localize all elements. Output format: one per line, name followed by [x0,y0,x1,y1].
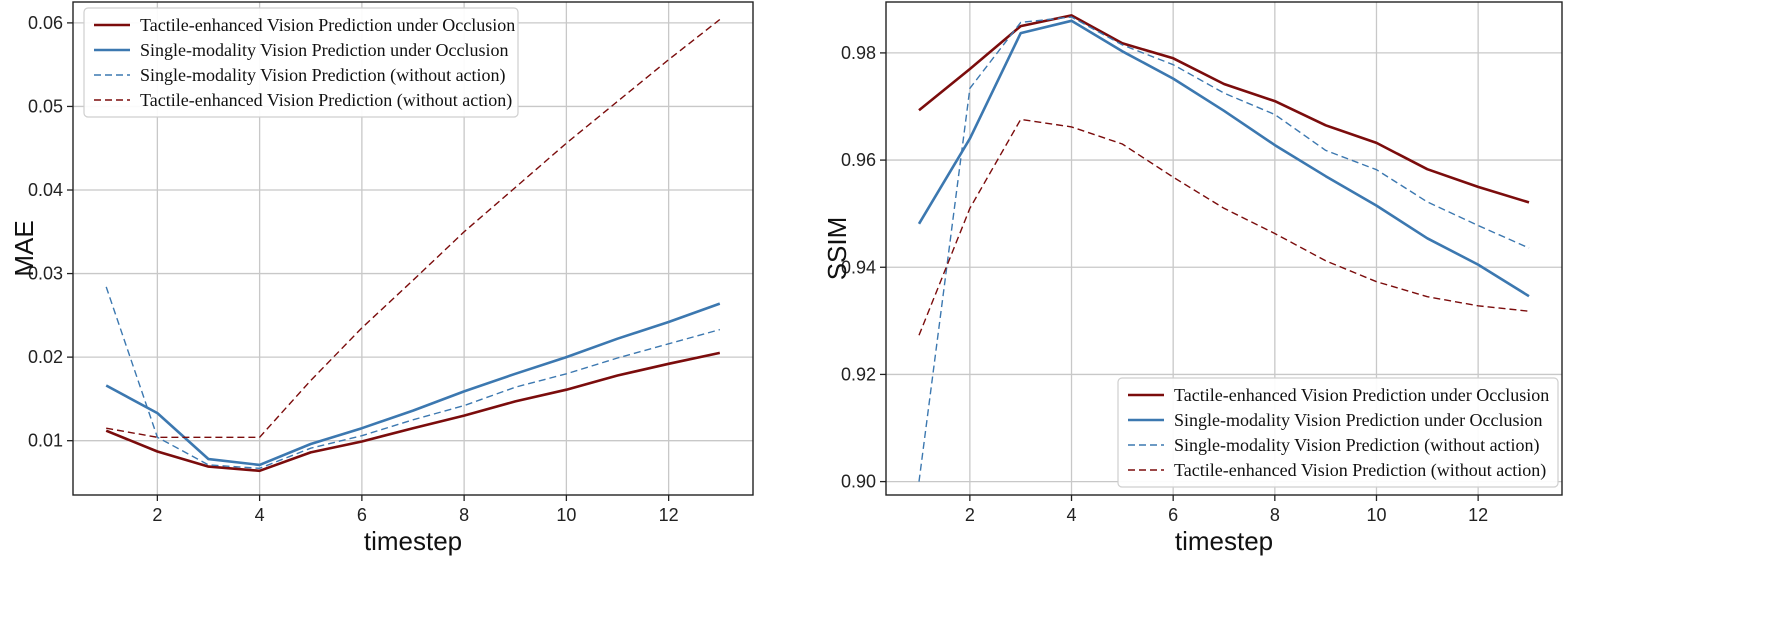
legend-label-4: Tactile-enhanced Vision Prediction (with… [140,90,512,111]
series-line-3 [105,286,720,469]
y-tick-label: 0.06 [28,13,63,33]
x-tick-label: 12 [1468,505,1488,525]
legend-label-3: Single-modality Vision Prediction (witho… [1174,435,1540,456]
y-tick-label: 0.98 [841,43,876,63]
y-axis-title: MAE [9,220,39,276]
y-tick-label: 0.04 [28,180,63,200]
series-group [105,18,721,473]
series-line-3 [918,16,1530,482]
legend-label-3: Single-modality Vision Prediction (witho… [140,65,506,86]
y-tick-label: 0.90 [841,472,876,492]
x-tick-label: 10 [556,505,576,525]
x-tick-label: 10 [1366,505,1386,525]
x-tick-label: 2 [965,505,975,525]
x-axis-title: timestep [1175,526,1273,556]
mae-chart: 2 4 6 8 10 12 0.01 0.02 0.03 0.04 0.05 0.06 timestep… [9,1,754,556]
axes-frame [72,1,754,496]
y-tick-label: 0.03 [28,264,63,284]
series-line-4 [918,118,1530,336]
y-tick-label: 0.02 [28,347,63,367]
x-tick-label: 6 [357,505,367,525]
y-tick-label: 0.05 [28,96,63,116]
x-tick-label: 12 [659,505,679,525]
legend-label-1: Tactile-enhanced Vision Prediction under… [1174,385,1549,405]
y-tick-label: 0.94 [841,257,876,277]
x-tick-label: 6 [1168,505,1178,525]
legend-box [1117,377,1559,488]
legend-label-1: Tactile-enhanced Vision Prediction under… [140,15,515,35]
y-tick-label: 0.01 [28,431,63,451]
x-tick-label: 4 [255,505,265,525]
x-tick-label: 8 [1270,505,1280,525]
legend: Tactile-enhanced Vision Prediction under… [1117,377,1559,488]
legend-label-4: Tactile-enhanced Vision Prediction (with… [1174,460,1546,481]
series-group [917,14,1530,482]
x-axis-title: timestep [364,526,462,556]
axes-frame [885,1,1563,496]
x-tick-label: 2 [152,505,162,525]
y-axis-title: SSIM [822,217,852,281]
y-tick-label: 0.96 [841,150,876,170]
series-line-2 [105,302,721,467]
legend-label-2: Single-modality Vision Prediction under … [1174,410,1543,430]
legend: Tactile-enhanced Vision Prediction under… [83,7,519,118]
legend-label-2: Single-modality Vision Prediction under … [140,40,509,60]
series-line-1 [918,14,1530,204]
x-tick-label: 8 [459,505,469,525]
series-line-1 [105,351,721,473]
legend-box [83,7,519,118]
ssim-chart: 2 4 6 8 10 12 0.90 0.92 0.94 0.96 0.98 timestep SSIM… [822,1,1563,556]
y-tick-label: 0.92 [841,364,876,384]
series-line-2 [917,19,1530,298]
x-tick-label: 4 [1067,505,1077,525]
series-line-4 [106,18,721,438]
